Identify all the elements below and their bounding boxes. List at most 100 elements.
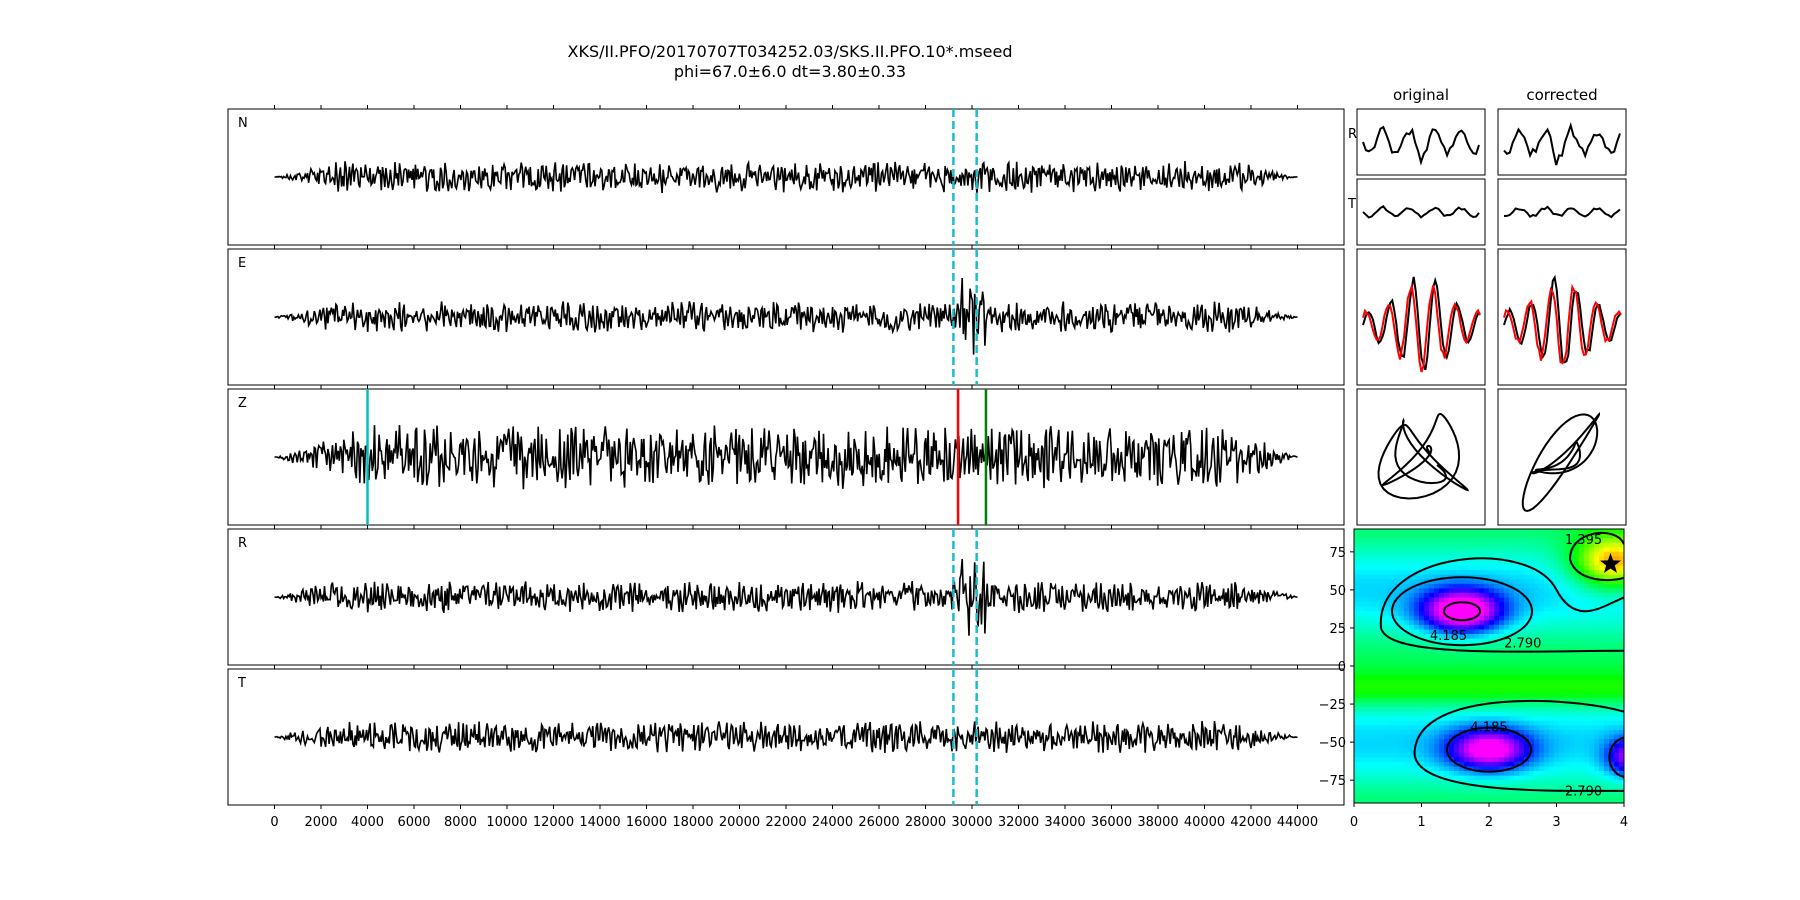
heatmap-cell bbox=[1469, 729, 1475, 736]
heatmap-cell bbox=[1564, 752, 1570, 758]
heatmap-cell bbox=[1544, 560, 1550, 567]
heatmap-cell bbox=[1564, 656, 1570, 663]
heatmap-cell bbox=[1574, 656, 1580, 663]
heatmap-cell bbox=[1414, 775, 1420, 781]
heatmap-cell bbox=[1554, 592, 1560, 599]
heatmap-cell bbox=[1434, 688, 1440, 694]
heatmap-cell bbox=[1564, 538, 1570, 544]
heatmap-cell bbox=[1419, 551, 1425, 557]
heatmap-cell bbox=[1514, 556, 1520, 562]
heatmap-cell bbox=[1379, 638, 1385, 644]
heatmap-cell bbox=[1374, 707, 1380, 713]
heatmap-cell bbox=[1489, 670, 1495, 676]
heatmap-cell bbox=[1609, 624, 1615, 631]
heatmap-cell bbox=[1499, 771, 1505, 777]
heatmap-cell bbox=[1469, 711, 1475, 717]
heatmap-cell bbox=[1494, 666, 1500, 672]
heatmap-cell bbox=[1369, 611, 1375, 617]
heatmap-cell bbox=[1534, 670, 1540, 676]
heatmap-cell bbox=[1569, 574, 1575, 580]
heatmap-cell bbox=[1474, 752, 1480, 758]
heatmap-cell bbox=[1619, 656, 1624, 663]
heatmap-cell bbox=[1399, 798, 1405, 803]
heatmap-cell bbox=[1424, 748, 1430, 754]
heatmap-cell bbox=[1394, 570, 1400, 576]
heatmap-cell bbox=[1439, 624, 1445, 631]
heatmap-cell bbox=[1444, 757, 1450, 763]
heatmap-cell bbox=[1594, 588, 1600, 594]
heatmap-cell bbox=[1359, 720, 1365, 726]
heatmap-cell bbox=[1459, 789, 1465, 795]
heatmap-cell bbox=[1379, 761, 1385, 768]
heatmap-cell bbox=[1614, 675, 1620, 681]
heatmap-cell bbox=[1614, 624, 1620, 631]
heatmap-cell bbox=[1474, 542, 1480, 548]
heatmap-cell bbox=[1574, 798, 1580, 803]
heatmap-cell bbox=[1544, 707, 1550, 713]
heatmap-cell bbox=[1559, 624, 1565, 631]
heatmap-cell bbox=[1399, 793, 1405, 800]
heatmap-cell bbox=[1544, 579, 1550, 585]
heatmap-cell bbox=[1474, 529, 1480, 535]
heatmap-cell bbox=[1439, 771, 1445, 777]
heatmap-cell bbox=[1354, 702, 1360, 708]
heatmap-cell bbox=[1559, 761, 1565, 768]
heatmap-cell bbox=[1554, 666, 1560, 672]
heatmap-cell bbox=[1574, 661, 1580, 667]
heatmap-cell bbox=[1579, 711, 1585, 717]
heatmap-cell bbox=[1534, 766, 1540, 772]
contour-label: 1.395 bbox=[1565, 533, 1602, 548]
heatmap-cell bbox=[1399, 611, 1405, 617]
heatmap-cell bbox=[1519, 766, 1525, 772]
heatmap-cell bbox=[1414, 780, 1420, 786]
heatmap-cell bbox=[1354, 629, 1360, 635]
heatmap-cell bbox=[1494, 752, 1500, 758]
heatmap-cell bbox=[1554, 793, 1560, 800]
heatmap-cell bbox=[1444, 629, 1450, 635]
heatmap-cell bbox=[1574, 579, 1580, 585]
heatmap-cell bbox=[1509, 579, 1515, 585]
heatmap-cell bbox=[1374, 606, 1380, 612]
heatmap-cell bbox=[1414, 606, 1420, 612]
contour-line bbox=[1569, 531, 1624, 560]
heatmap-cell bbox=[1559, 684, 1565, 690]
heatmap-cell bbox=[1384, 670, 1390, 676]
heatmap-cell bbox=[1379, 570, 1385, 576]
heatmap-cell bbox=[1599, 679, 1605, 685]
heatmap-cell bbox=[1559, 766, 1565, 772]
heatmap-cell bbox=[1474, 757, 1480, 763]
contour-line bbox=[1380, 627, 1624, 653]
heatmap-cell bbox=[1584, 652, 1590, 658]
heatmap-cell bbox=[1564, 684, 1570, 690]
heatmap-cell bbox=[1474, 720, 1480, 726]
heatmap-cell bbox=[1504, 583, 1510, 589]
heatmap-cell bbox=[1594, 771, 1600, 777]
heatmap-cell bbox=[1589, 793, 1595, 800]
heatmap-cell bbox=[1549, 652, 1555, 658]
heatmap-cell bbox=[1409, 647, 1415, 653]
heatmap-cell bbox=[1384, 743, 1390, 749]
heatmap-cell bbox=[1619, 707, 1624, 713]
heatmap-cell bbox=[1609, 729, 1615, 736]
heatmap-cell bbox=[1529, 583, 1535, 589]
heatmap-cell bbox=[1529, 643, 1535, 649]
heatmap-cell bbox=[1519, 757, 1525, 763]
heatmap-cell bbox=[1429, 761, 1435, 768]
heatmap-cell bbox=[1619, 666, 1624, 672]
heatmap-cell bbox=[1509, 656, 1515, 663]
heatmap-cell bbox=[1589, 634, 1595, 640]
heatmap-cell bbox=[1584, 538, 1590, 544]
heatmap-cell bbox=[1589, 583, 1595, 589]
heatmap-cell bbox=[1374, 688, 1380, 694]
heatmap-cell bbox=[1474, 661, 1480, 667]
heatmap-cell bbox=[1404, 611, 1410, 617]
heatmap-cell bbox=[1614, 716, 1620, 722]
heatmap-cell bbox=[1434, 656, 1440, 663]
heatmap-cell bbox=[1594, 711, 1600, 717]
heatmap-cell bbox=[1414, 533, 1420, 539]
heatmap-cell bbox=[1429, 647, 1435, 653]
heatmap-cell bbox=[1559, 697, 1565, 704]
heatmap-cell bbox=[1359, 711, 1365, 717]
heatmap-cell bbox=[1364, 547, 1370, 553]
heatmap-cell bbox=[1569, 702, 1575, 708]
